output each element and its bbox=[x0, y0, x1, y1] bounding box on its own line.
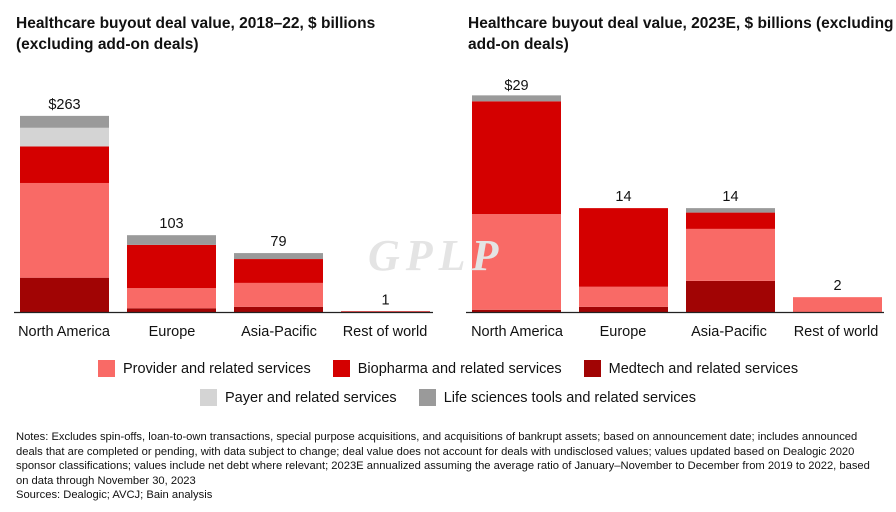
legend-label: Provider and related services bbox=[122, 360, 311, 377]
bar-segment-medtech bbox=[127, 308, 216, 312]
bar-segment-provider bbox=[579, 286, 668, 307]
bar-total-label: $29 bbox=[504, 78, 528, 94]
charts-plot-area: $263 North America 103 Europe 79 Asia-Pacific… bbox=[14, 78, 884, 340]
legend-swatch bbox=[200, 389, 218, 406]
category-label: North America bbox=[18, 324, 111, 340]
category-label: Europe bbox=[149, 324, 196, 340]
legend-item-medtech: Medtech and related services bbox=[583, 360, 799, 377]
bar-segment-lifesci bbox=[127, 235, 216, 245]
legend-label: Life sciences tools and related services bbox=[443, 389, 696, 406]
bar-segment-medtech bbox=[686, 280, 775, 312]
category-label: Rest of world bbox=[343, 324, 428, 340]
bar-total-label: 14 bbox=[722, 189, 738, 205]
bar-segment-provider bbox=[20, 182, 109, 278]
chart-title: Healthcare buyout deal value, 2023E, $ b… bbox=[468, 15, 894, 53]
bar-segment-provider bbox=[793, 297, 882, 312]
bar-total-label: 79 bbox=[270, 234, 286, 250]
category-label: Asia-Pacific bbox=[691, 324, 767, 340]
legend-item-payer: Payer and related services bbox=[200, 389, 397, 406]
bar-segment-medtech bbox=[472, 309, 561, 312]
bar-segment-provider bbox=[686, 228, 775, 281]
legend-label: Medtech and related services bbox=[608, 360, 799, 377]
legend-swatch bbox=[583, 360, 601, 377]
bar-segment-payer bbox=[20, 127, 109, 147]
chart-title: Healthcare buyout deal value, 2018–22, $… bbox=[16, 15, 376, 53]
bar-segment-lifesci bbox=[472, 95, 561, 102]
bar-segment-biopharma bbox=[579, 208, 668, 287]
bar-segment-biopharma bbox=[341, 311, 430, 312]
bar-segment-biopharma bbox=[686, 212, 775, 229]
bar-segment-medtech bbox=[20, 277, 109, 312]
bar-segment-provider bbox=[234, 282, 323, 307]
bar-total-label: $263 bbox=[48, 97, 80, 113]
bar-segment-lifesci bbox=[20, 115, 109, 128]
category-label: Europe bbox=[600, 324, 647, 340]
bar-segment-provider bbox=[472, 214, 561, 310]
bar-segment-biopharma bbox=[472, 101, 561, 215]
bar-segment-medtech bbox=[579, 306, 668, 312]
legend-item-biopharma: Biopharma and related services bbox=[332, 360, 562, 377]
legend-swatch bbox=[418, 389, 436, 406]
legend-swatch bbox=[332, 360, 350, 377]
bar-segment-biopharma bbox=[234, 259, 323, 283]
bar-segment-lifesci bbox=[234, 253, 323, 260]
category-label: North America bbox=[471, 324, 564, 340]
bar-total-label: 14 bbox=[615, 189, 631, 205]
legend-row-1: Provider and related services Biopharma a… bbox=[0, 360, 896, 377]
category-label: Asia-Pacific bbox=[241, 324, 317, 340]
bar-segment-provider bbox=[127, 288, 216, 309]
legend-item-lifesci: Life sciences tools and related services bbox=[418, 389, 696, 406]
legend-label: Payer and related services bbox=[225, 389, 397, 406]
legend-item-provider: Provider and related services bbox=[97, 360, 311, 377]
bar-total-label: 103 bbox=[159, 216, 183, 232]
bar-total-label: 1 bbox=[381, 292, 389, 308]
bar-total-label: 2 bbox=[833, 278, 841, 294]
legend-swatch bbox=[97, 360, 115, 377]
category-label: Rest of world bbox=[794, 324, 879, 340]
bar-segment-biopharma bbox=[127, 244, 216, 289]
bar-segment-lifesci bbox=[686, 208, 775, 213]
bar-segment-biopharma bbox=[20, 146, 109, 183]
legend-row-2: Payer and related services Life sciences … bbox=[0, 389, 896, 406]
notes-text: Notes: Excludes spin-offs, loan-to-own t… bbox=[16, 431, 870, 487]
legend-label: Biopharma and related services bbox=[357, 360, 562, 377]
sources-text: Sources: Dealogic; AVCJ; Bain analysis bbox=[16, 489, 213, 501]
bar-segment-medtech bbox=[234, 306, 323, 312]
